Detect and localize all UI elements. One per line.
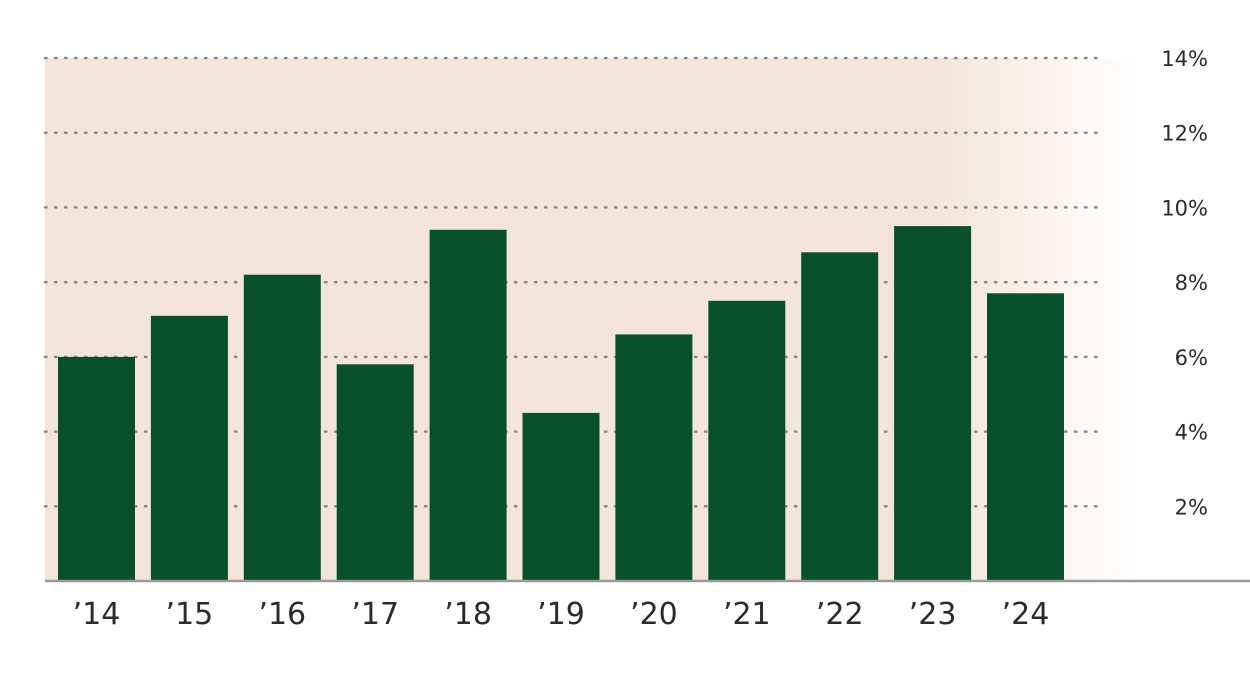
y-tick-label: 2%: [1175, 495, 1208, 519]
y-tick-label: 14%: [1161, 47, 1208, 71]
x-tick-label: ’18: [444, 597, 492, 632]
bar: [894, 226, 972, 581]
bar: [58, 356, 135, 581]
bar: [150, 315, 228, 581]
x-tick-label: ’20: [630, 597, 678, 632]
y-tick-label: 4%: [1175, 421, 1208, 445]
bar: [708, 300, 786, 581]
y-tick-label: 10%: [1161, 196, 1208, 220]
bar: [522, 412, 600, 581]
bar: [429, 229, 507, 582]
x-axis-tick-labels: ’14 ’15 ’16 ’17 ’18 ’19 ’20 ’21 ’22 ’23 ’24: [73, 597, 1050, 632]
bar: [801, 252, 879, 582]
bar: [615, 334, 693, 581]
x-tick-label: ’16: [258, 597, 306, 632]
y-tick-label: 6%: [1175, 346, 1208, 370]
bar: [336, 364, 414, 581]
x-tick-label: ’22: [816, 597, 864, 632]
y-axis-tick-labels: 2% 4% 6% 8% 10% 12% 14%: [1161, 47, 1208, 519]
x-tick-label: ’15: [166, 597, 214, 632]
y-tick-label: 8%: [1175, 271, 1208, 295]
bars: [58, 226, 1064, 582]
x-tick-label: ’21: [723, 597, 771, 632]
x-tick-label: ’23: [909, 597, 957, 632]
x-tick-label: ’17: [351, 597, 399, 632]
x-tick-label: ’14: [73, 597, 121, 632]
bar: [243, 274, 321, 581]
y-tick-label: 12%: [1161, 122, 1208, 146]
bar: [987, 293, 1064, 581]
x-tick-label: ’19: [537, 597, 585, 632]
x-tick-label: ’24: [1002, 597, 1050, 632]
